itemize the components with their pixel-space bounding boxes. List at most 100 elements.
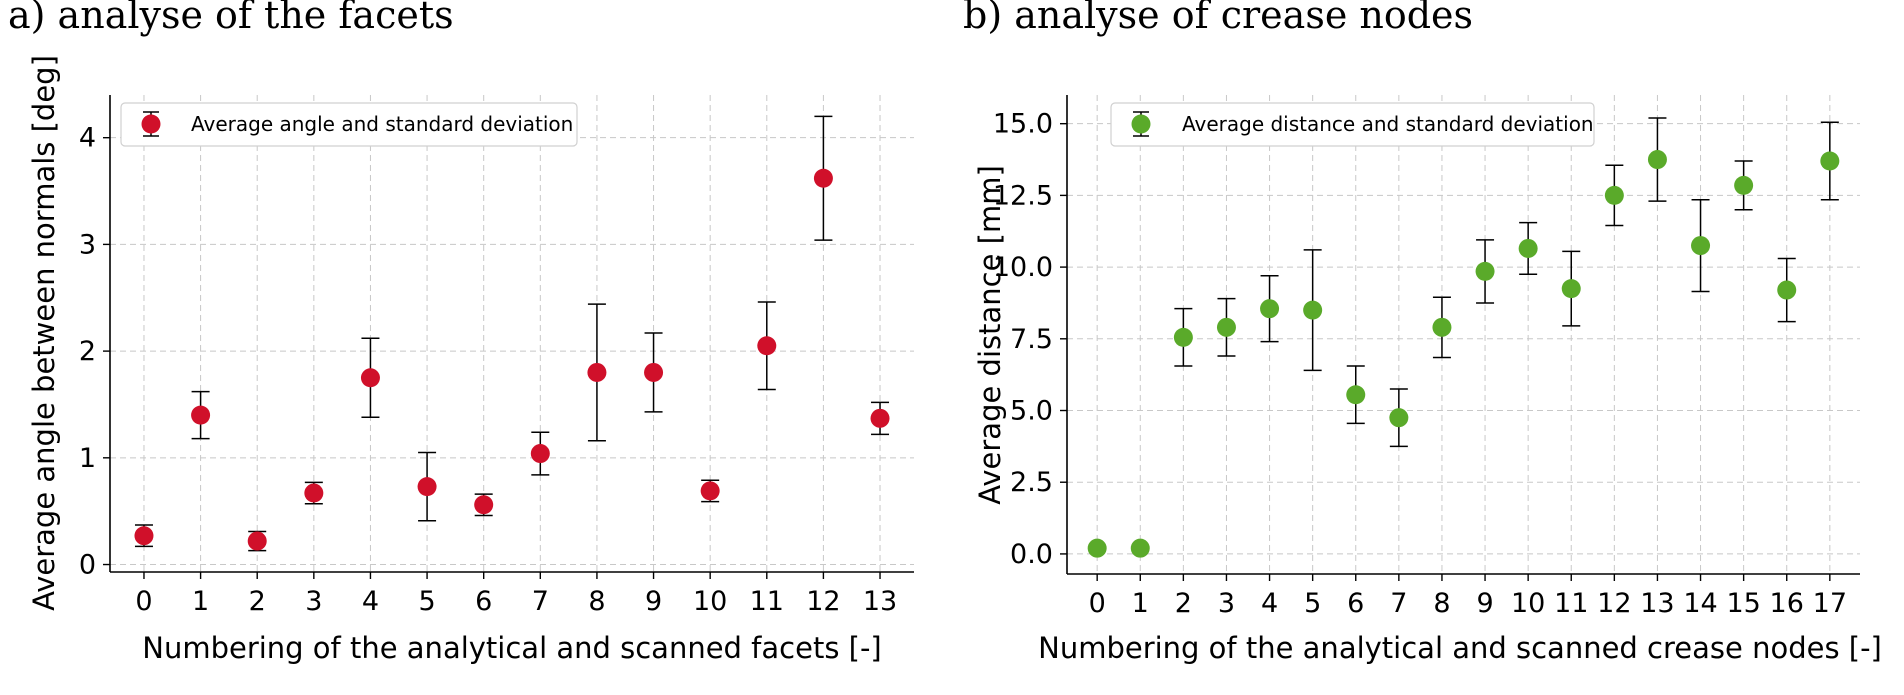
- y-tick-label: 2: [79, 336, 96, 367]
- data-point: [474, 495, 494, 515]
- data-point: [1518, 238, 1538, 258]
- data-point: [1087, 538, 1107, 558]
- panel-a-data-points: [134, 115, 890, 552]
- x-tick-label: 5: [418, 586, 435, 617]
- data-point: [1561, 279, 1581, 299]
- panel-b-legend-marker: [1131, 111, 1151, 137]
- data-point: [360, 368, 380, 388]
- panel-a-ylabel: Average angle between normals [deg]: [27, 55, 61, 611]
- data-point: [757, 336, 777, 356]
- data-point: [1475, 261, 1495, 281]
- data-point: [813, 168, 833, 188]
- data-point: [1691, 236, 1711, 256]
- data-point: [304, 483, 324, 503]
- x-tick-label: 10: [1511, 588, 1545, 619]
- x-tick-label: 12: [1597, 588, 1631, 619]
- panel-b-crease-nodes: b) analyse of crease nodes 0 1 2 3 4 5 6 7 8 9 10 1…: [963, 0, 1882, 665]
- panel-b-legend-box: [1110, 102, 1595, 147]
- x-tick-label: 9: [645, 586, 662, 617]
- panel-b-data-points: [1087, 117, 1840, 558]
- data-point: [247, 531, 267, 551]
- x-tick-label: 5: [1304, 588, 1321, 619]
- y-tick-label: 7.5: [1010, 324, 1053, 355]
- data-point: [1604, 185, 1624, 205]
- y-tick-label: 4: [79, 123, 96, 154]
- x-tick-label: 11: [1554, 588, 1588, 619]
- y-tick-label: 5.0: [1010, 396, 1053, 427]
- legend-dot: [141, 114, 161, 134]
- x-tick-label: 13: [863, 586, 897, 617]
- panel-b-legend-label: Average distance and standard deviation: [1182, 112, 1594, 136]
- x-tick-label: 7: [1390, 588, 1407, 619]
- data-point: [870, 408, 890, 428]
- data-point: [1346, 385, 1366, 405]
- panel-a-grid: [110, 95, 914, 572]
- y-tick-label: 15.0: [993, 109, 1053, 140]
- data-point: [1303, 300, 1323, 320]
- panel-b-xlabel: Numbering of the analytical and scanned …: [1038, 631, 1882, 665]
- x-tick-label: 8: [1433, 588, 1450, 619]
- x-tick-label: 0: [135, 586, 152, 617]
- x-tick-label: 3: [305, 586, 322, 617]
- y-tick-label: 0: [79, 550, 96, 581]
- data-point: [644, 362, 664, 382]
- y-tick-label: 3: [79, 229, 96, 260]
- x-tick-label: 6: [1347, 588, 1364, 619]
- x-tick-label: 0: [1089, 588, 1106, 619]
- y-tick-label: 12.5: [993, 180, 1053, 211]
- panel-a-legend-marker: [141, 111, 161, 137]
- panel-a-xlabel: Numbering of the analytical and scanned …: [142, 631, 882, 665]
- panel-b-title: b) analyse of crease nodes: [963, 0, 1473, 37]
- y-tick-label: 1: [79, 443, 96, 474]
- panel-b-legend: Average distance and standard deviation: [1110, 102, 1595, 147]
- y-tick-label: 10.0: [993, 252, 1053, 283]
- x-tick-label: 11: [750, 586, 784, 617]
- data-point: [1216, 317, 1236, 337]
- panel-a-legend-box: [120, 102, 578, 147]
- data-point: [700, 481, 720, 501]
- x-tick-label: 15: [1726, 588, 1760, 619]
- data-point: [1820, 151, 1840, 171]
- panel-a-facets: a) analyse of the facets 0 1 2 3 4 5 6 7 8 9 10 11 1…: [8, 0, 914, 665]
- data-point: [1130, 538, 1150, 558]
- y-tick-label: 2.5: [1010, 467, 1053, 498]
- x-tick-label: 10: [693, 586, 727, 617]
- x-tick-label: 7: [532, 586, 549, 617]
- panel-a-legend-label: Average angle and standard deviation: [191, 112, 573, 136]
- x-tick-label: 1: [1132, 588, 1149, 619]
- x-tick-label: 4: [362, 586, 379, 617]
- x-tick-label: 9: [1476, 588, 1493, 619]
- x-tick-label: 8: [588, 586, 605, 617]
- x-tick-label: 4: [1261, 588, 1278, 619]
- data-point: [191, 405, 211, 425]
- panel-b-ylabel: Average distance [mm]: [973, 165, 1007, 505]
- data-point: [1173, 327, 1193, 347]
- data-point: [1734, 175, 1754, 195]
- panel-a-legend: Average angle and standard deviation: [120, 102, 578, 147]
- x-tick-label: 13: [1640, 588, 1674, 619]
- data-point: [134, 526, 154, 546]
- x-tick-label: 12: [806, 586, 840, 617]
- data-point: [1260, 299, 1280, 319]
- x-tick-label: 2: [1175, 588, 1192, 619]
- data-point: [1777, 280, 1797, 300]
- x-tick-label: 6: [475, 586, 492, 617]
- data-point: [1389, 408, 1409, 428]
- x-tick-label: 17: [1813, 588, 1847, 619]
- x-tick-label: 1: [192, 586, 209, 617]
- legend-dot: [1131, 114, 1151, 134]
- x-tick-label: 2: [249, 586, 266, 617]
- data-point: [587, 362, 607, 382]
- data-point: [417, 477, 437, 497]
- data-point: [1647, 150, 1667, 170]
- panel-b-ticks: 0 1 2 3 4 5 6 7 8 9 10 11 12 13 14 15 16 170.02.55.07.510…: [993, 109, 1847, 619]
- y-tick-label: 0.0: [1010, 539, 1053, 570]
- x-tick-label: 14: [1683, 588, 1717, 619]
- panel-a-title: a) analyse of the facets: [8, 0, 454, 37]
- data-point: [530, 444, 550, 464]
- x-tick-label: 16: [1770, 588, 1804, 619]
- data-point: [1432, 317, 1452, 337]
- x-tick-label: 3: [1218, 588, 1235, 619]
